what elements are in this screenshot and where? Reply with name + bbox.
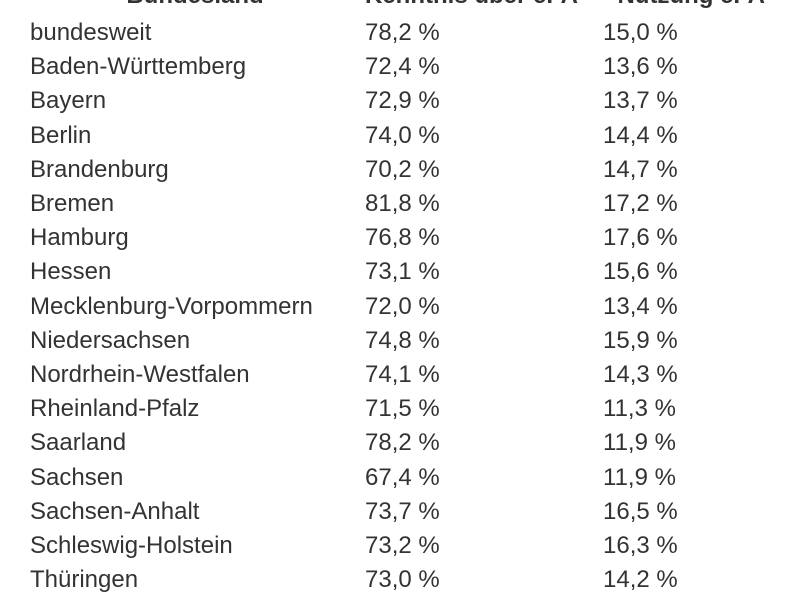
- usage-value: 13,7 %: [603, 87, 678, 115]
- state-name: Hessen: [30, 258, 112, 286]
- awareness-value: 74,0 %: [365, 121, 440, 149]
- awareness-value: 67,4 %: [365, 463, 440, 491]
- usage-value: 13,6 %: [603, 53, 678, 81]
- usage-value: 16,5 %: [603, 497, 678, 525]
- state-name: Berlin: [30, 121, 92, 149]
- awareness-value: 73,1 %: [365, 258, 440, 286]
- usage-value: 14,7 %: [603, 155, 678, 183]
- awareness-value: 72,9 %: [365, 87, 440, 115]
- state-name: Bremen: [30, 190, 115, 217]
- state-name: Niedersachsen: [30, 326, 191, 354]
- usage-value: 14,3 %: [603, 361, 678, 388]
- state-name: Brandenburg: [30, 155, 169, 183]
- awareness-value: 78,2 %: [365, 19, 440, 46]
- awareness-value: 70,2 %: [365, 155, 440, 183]
- usage-value: 14,4 %: [603, 121, 678, 149]
- awareness-value: 73,2 %: [365, 532, 440, 559]
- header-cell: Nutzung ePA: [617, 0, 765, 11]
- awareness-value: 76,8 %: [365, 224, 440, 252]
- usage-value: 16,3 %: [603, 532, 678, 559]
- header-cell: Kenntnis über ePA: [365, 0, 578, 11]
- state-name: Sachsen: [30, 463, 124, 491]
- usage-value: 17,2 %: [603, 190, 678, 217]
- usage-value: 15,9 %: [603, 326, 678, 354]
- state-name: Hamburg: [30, 224, 129, 252]
- usage-value: 15,0 %: [603, 19, 678, 46]
- awareness-value: 72,0 %: [365, 292, 440, 320]
- awareness-value: 74,1 %: [365, 361, 440, 388]
- state-name: Sachsen-Anhalt: [30, 497, 200, 525]
- usage-value: 14,2 %: [603, 566, 678, 594]
- awareness-value: 73,7 %: [365, 497, 440, 525]
- usage-value: 17,6 %: [603, 224, 678, 252]
- awareness-value: 74,8 %: [365, 326, 440, 354]
- state-name: Bayern: [30, 87, 107, 115]
- state-name: Mecklenburg-Vorpommern: [30, 292, 313, 320]
- state-name: Nordrhein-Westfalen: [30, 361, 250, 388]
- state-name: Baden-Württemberg: [30, 53, 247, 81]
- awareness-value: 81,8 %: [365, 190, 440, 217]
- awareness-value: 78,2 %: [365, 429, 440, 457]
- awareness-value: 73,0 %: [365, 566, 440, 594]
- state-name: bundesweit: [30, 19, 152, 46]
- usage-value: 11,3 %: [603, 395, 676, 423]
- awareness-value: 71,5 %: [365, 395, 440, 423]
- usage-value: 11,9 %: [603, 463, 676, 491]
- state-name: Rheinland-Pfalz: [30, 395, 200, 423]
- header-cell: Bundesland: [0, 0, 395, 11]
- usage-value: 11,9 %: [603, 429, 676, 457]
- state-name: Schleswig-Holstein: [30, 532, 233, 559]
- awareness-value: 72,4 %: [365, 53, 440, 81]
- state-name: Saarland: [30, 429, 127, 457]
- state-name: Thüringen: [30, 566, 139, 594]
- usage-value: 15,6 %: [603, 258, 678, 286]
- usage-value: 13,4 %: [603, 292, 678, 320]
